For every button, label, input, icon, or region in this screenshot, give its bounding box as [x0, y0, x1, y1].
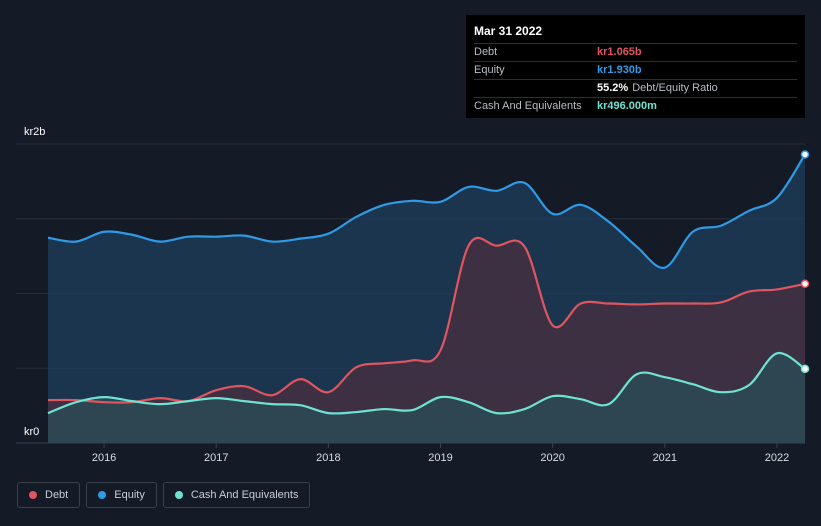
- x-tick-label: 2017: [204, 452, 228, 464]
- series-lines: [47, 153, 806, 415]
- tooltip-extra: Debt/Equity Ratio: [632, 82, 718, 94]
- legend-item-debt[interactable]: Debt: [17, 482, 81, 508]
- legend-label: Debt: [45, 489, 69, 501]
- y-label-bottom: kr0: [24, 426, 39, 438]
- legend: Debt Equity Cash And Equivalents: [17, 482, 311, 508]
- tooltip-value: kr496.000m: [597, 100, 657, 112]
- tooltip-label: Debt: [474, 46, 498, 58]
- legend-dot-icon: [174, 491, 183, 499]
- legend-item-equity[interactable]: Equity: [86, 482, 157, 508]
- legend-dot-icon: [29, 491, 37, 499]
- area-debt: [48, 237, 805, 443]
- end-marker-equity: [800, 150, 810, 159]
- x-axis-ticks: 2016 2017 2018 2019 2020 2021 2022: [92, 443, 789, 464]
- line-cash-and-equivalents: [47, 351, 806, 415]
- series-end-markers: [800, 150, 810, 374]
- tooltip-value: 55.2%: [597, 82, 629, 94]
- y-label-top: kr2b: [24, 126, 45, 138]
- tooltip-row-debt: Debt kr1.065b: [474, 43, 797, 61]
- tooltip-value: kr1.930b: [597, 64, 642, 76]
- end-marker-cash-and-equivalents: [800, 364, 810, 374]
- legend-label: Cash And Equivalents: [190, 489, 299, 501]
- series-areas: [48, 154, 805, 443]
- legend-label: Equity: [114, 489, 145, 501]
- data-tooltip: Mar 31 2022 Debt kr1.065b Equity kr1.930…: [466, 15, 805, 118]
- x-tick-label: 2019: [428, 452, 452, 464]
- legend-item-cash[interactable]: Cash And Equivalents: [162, 482, 311, 508]
- tooltip-label: Equity: [474, 64, 505, 76]
- tooltip-label: Cash And Equivalents: [474, 100, 582, 112]
- x-tick-label: 2022: [765, 452, 789, 464]
- line-debt: [47, 236, 806, 404]
- tooltip-row-ratio: 55.2% Debt/Equity Ratio: [474, 79, 797, 97]
- area-cash-and-equivalents: [48, 352, 805, 443]
- tooltip-label: [474, 80, 597, 97]
- x-tick-label: 2018: [316, 452, 340, 464]
- x-tick-label: 2021: [653, 452, 677, 464]
- line-equity: [47, 153, 806, 269]
- legend-dot-icon: [98, 491, 107, 499]
- tooltip-date: Mar 31 2022: [474, 24, 543, 38]
- tooltip-row-cash: Cash And Equivalents kr496.000m: [474, 97, 797, 115]
- x-tick-label: 2016: [92, 452, 116, 464]
- end-marker-debt: [800, 279, 810, 289]
- tooltip-value: kr1.065b: [597, 46, 642, 58]
- x-tick-label: 2020: [540, 452, 564, 464]
- tooltip-row-equity: Equity kr1.930b: [474, 61, 797, 79]
